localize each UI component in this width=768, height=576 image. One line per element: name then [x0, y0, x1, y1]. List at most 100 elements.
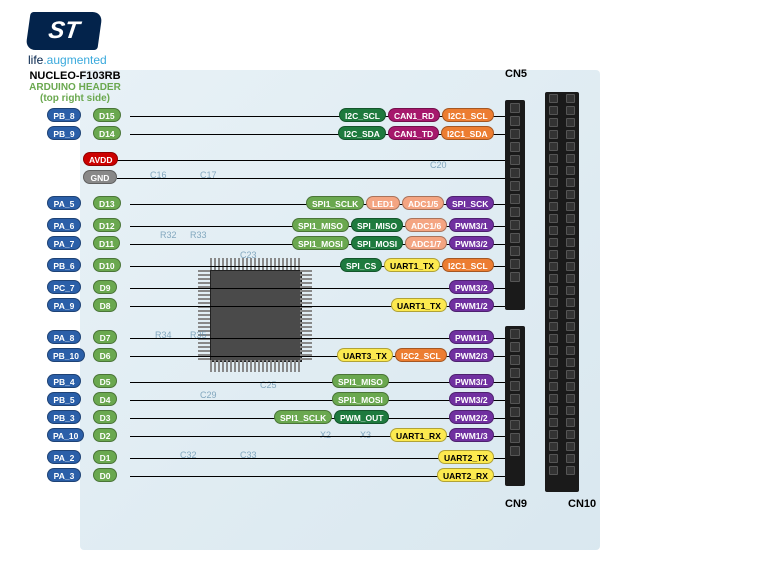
- chip-pins: [210, 360, 300, 372]
- silkscreen-text: R32: [160, 230, 177, 240]
- function-tag: CAN1_RD: [388, 108, 440, 122]
- pin-tag: PA_8: [47, 330, 81, 344]
- function-tag: ADC1/5: [402, 196, 444, 210]
- function-tag: UART2_RX: [437, 468, 494, 482]
- pin-tag: PC_7: [47, 280, 81, 294]
- pin-tag: PA_7: [47, 236, 81, 250]
- function-tag: PWM3/2: [449, 392, 494, 406]
- connection-line: [117, 178, 507, 179]
- function-tag: LED1: [366, 196, 400, 210]
- cn10-label: CN10: [568, 498, 596, 510]
- pin-tag: PA_10: [47, 428, 84, 442]
- cn5-header-strip: [505, 100, 525, 310]
- function-tag: SPI_MISO: [351, 218, 403, 232]
- logo-text: ST: [25, 12, 102, 50]
- function-tag: I2C1_SDA: [441, 126, 494, 140]
- cn10-header-strip: [545, 92, 579, 492]
- pin-tag: PA_3: [47, 468, 81, 482]
- power-tag: GND: [83, 170, 117, 184]
- chip-pins: [198, 270, 210, 360]
- pin-tag: PB_9: [47, 126, 81, 140]
- silkscreen-text: R33: [190, 230, 207, 240]
- arduino-tag: D12: [93, 218, 121, 232]
- function-tag: SPI1_MISO: [292, 218, 349, 232]
- function-tag: UART1_TX: [384, 258, 440, 272]
- pin-tag: PA_2: [47, 450, 81, 464]
- function-tag: PWM3/2: [449, 236, 494, 250]
- arduino-tag: D15: [93, 108, 121, 122]
- function-tag: SPI_SCK: [446, 196, 494, 210]
- silkscreen-text: X3: [360, 430, 371, 440]
- silkscreen-text: C20: [430, 160, 447, 170]
- pin-tag: PB_5: [47, 392, 81, 406]
- pin-tag: PB_3: [47, 410, 81, 424]
- title-line1: NUCLEO-F103RB: [20, 70, 130, 82]
- function-tag: ADC1/7: [405, 236, 447, 250]
- arduino-tag: D6: [93, 348, 117, 362]
- tagline-b: .augmented: [43, 53, 106, 67]
- arduino-tag: D2: [93, 428, 117, 442]
- function-tag: I2C2_SCL: [395, 348, 447, 362]
- board-title: NUCLEO-F103RB ARDUINO HEADER (top right …: [20, 70, 130, 104]
- function-tag: SPI1_MOSI: [292, 236, 349, 250]
- tagline: life.augmented: [28, 53, 107, 67]
- arduino-tag: D9: [93, 280, 117, 294]
- mcu-chip: [210, 270, 302, 362]
- function-tag: ADC1/6: [405, 218, 447, 232]
- function-tag: PWM3/2: [449, 280, 494, 294]
- st-logo: ST life.augmented: [28, 12, 107, 67]
- silkscreen-text: C29: [200, 390, 217, 400]
- arduino-tag: D4: [93, 392, 117, 406]
- pin-tag: PB_6: [47, 258, 81, 272]
- arduino-tag: D1: [93, 450, 117, 464]
- function-tag: PWM1/3: [449, 428, 494, 442]
- pin-tag: PB_10: [47, 348, 85, 362]
- function-tag: PWM1/1: [449, 330, 494, 344]
- arduino-tag: D3: [93, 410, 117, 424]
- function-tag: SPI1_MISO: [332, 374, 389, 388]
- function-tag: SPI_CS: [340, 258, 382, 272]
- function-tag: I2C_SCL: [339, 108, 386, 122]
- function-tag: PWM3/1: [449, 218, 494, 232]
- function-tag: PWM3/1: [449, 374, 494, 388]
- function-tag: I2C_SDA: [338, 126, 386, 140]
- chip-pins: [300, 270, 312, 360]
- arduino-tag: D8: [93, 298, 117, 312]
- arduino-tag: D0: [93, 468, 117, 482]
- silkscreen-text: X2: [320, 430, 331, 440]
- connection-line: [117, 160, 507, 161]
- pin-tag: PB_4: [47, 374, 81, 388]
- function-tag: UART1_RX: [390, 428, 447, 442]
- pin-tag: PA_6: [47, 218, 81, 232]
- arduino-tag: D14: [93, 126, 121, 140]
- function-tag: UART2_TX: [438, 450, 494, 464]
- function-tag: SPI1_SCLK: [306, 196, 364, 210]
- function-tag: I2C1_SCL: [442, 108, 494, 122]
- arduino-tag: D10: [93, 258, 121, 272]
- power-tag: AVDD: [83, 152, 118, 166]
- function-tag: PWM2/2: [449, 410, 494, 424]
- function-tag: UART1_TX: [391, 298, 447, 312]
- function-tag: UART3_TX: [337, 348, 393, 362]
- pin-tag: PB_8: [47, 108, 81, 122]
- cn9-label: CN9: [505, 498, 527, 510]
- silkscreen-text: C23: [240, 250, 257, 260]
- tagline-a: life: [28, 53, 43, 67]
- arduino-tag: D5: [93, 374, 117, 388]
- function-tag: PWM1/2: [449, 298, 494, 312]
- function-tag: PWM_OUT: [334, 410, 389, 424]
- pin-tag: PA_5: [47, 196, 81, 210]
- function-tag: CAN1_TD: [388, 126, 439, 140]
- function-tag: SPI_MOSI: [351, 236, 403, 250]
- arduino-tag: D7: [93, 330, 117, 344]
- function-tag: I2C1_SCL: [442, 258, 494, 272]
- function-tag: SPI1_MOSI: [332, 392, 389, 406]
- function-tag: SPI1_SCLK: [274, 410, 332, 424]
- pin-tag: PA_9: [47, 298, 81, 312]
- title-line2: ARDUINO HEADER: [20, 82, 130, 93]
- cn5-label: CN5: [505, 68, 527, 80]
- function-tag: PWM2/3: [449, 348, 494, 362]
- arduino-tag: D11: [93, 236, 120, 250]
- arduino-tag: D13: [93, 196, 121, 210]
- cn9-header-strip: [505, 326, 525, 486]
